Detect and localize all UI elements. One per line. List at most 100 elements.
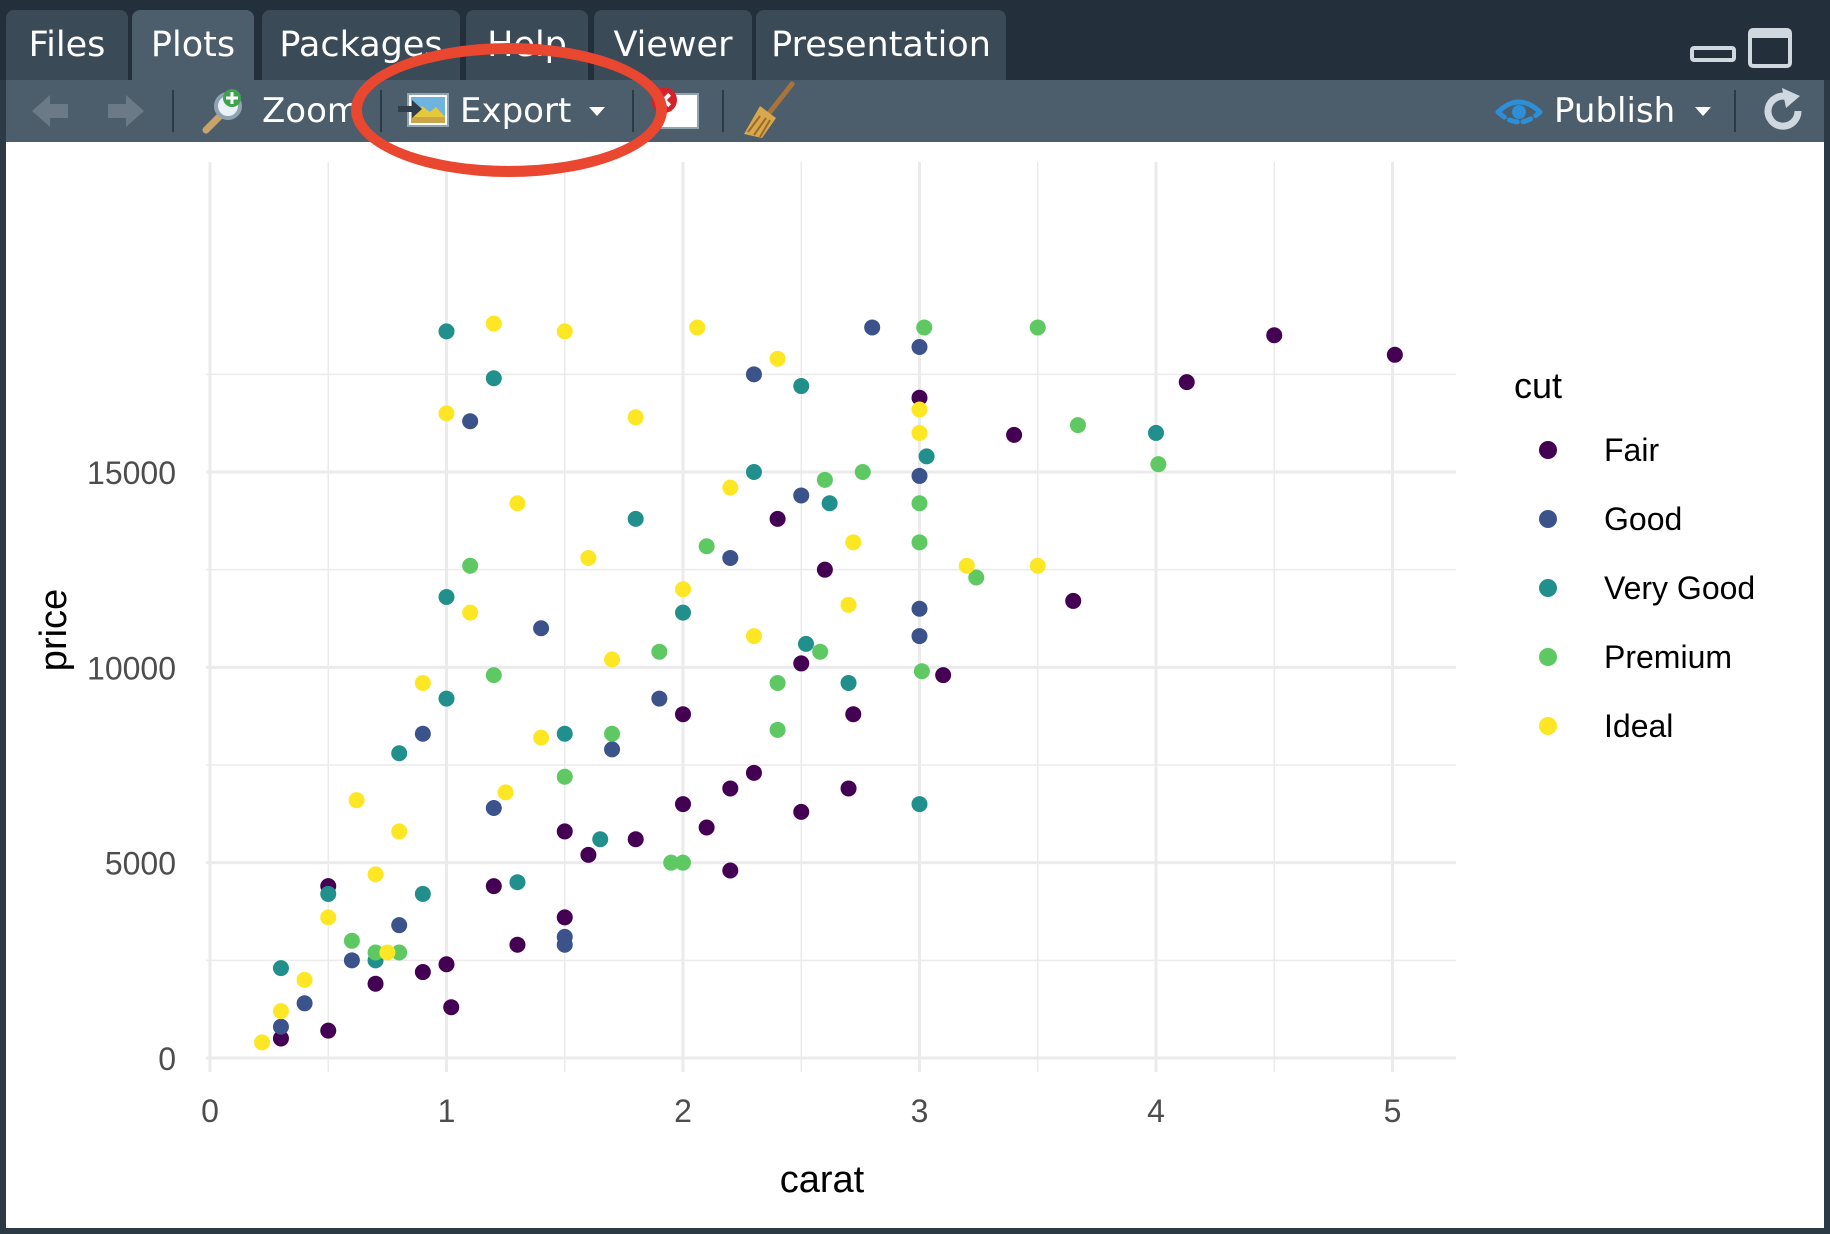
point-fair [793,803,810,820]
legend-label-good: Good [1604,501,1682,537]
point-ideal [1029,557,1046,574]
point-fair [698,819,715,836]
point-premium [911,534,928,551]
point-fair [722,862,739,879]
tab-help[interactable]: Help [466,10,588,80]
tab-label: Help [487,25,567,65]
legend-key-good [1539,510,1557,528]
point-ideal [689,319,706,336]
point-fair [1266,327,1283,344]
point-ideal [367,866,384,883]
point-very-good [675,604,691,621]
toolbar-separator [632,90,634,132]
point-good [556,936,573,953]
zoom-label: Zoom [262,91,361,131]
point-ideal [958,557,975,574]
point-ideal [254,1034,271,1051]
point-fair [556,909,573,926]
point-fair [675,796,691,813]
broom-clear-icon[interactable] [742,80,798,142]
plot-viewport: 0 5000 10000 15000 0 1 2 3 4 5 price carat cut F… [6,142,1824,1228]
y-tick-label: 0 [158,1041,176,1077]
point-very-good [438,323,455,340]
point-premium [1029,319,1046,336]
point-good [793,487,810,504]
point-ideal [272,1003,289,1020]
point-fair [438,956,455,973]
export-label: Export [460,91,572,131]
tab-presentation[interactable]: Presentation [756,10,1006,80]
point-fair [556,823,573,840]
point-fair [793,655,810,672]
point-fair [627,831,644,848]
point-premium [1150,456,1167,473]
point-ideal [911,401,928,418]
point-fair [1178,374,1195,391]
back-arrow-icon[interactable] [28,80,72,142]
refresh-icon[interactable] [1758,80,1808,142]
export-menu-button[interactable]: Export [396,80,616,142]
remove-plot-icon[interactable] [650,80,702,142]
point-good [414,725,431,742]
point-good [485,799,502,816]
point-very-good [592,831,609,848]
legend-key-ideal [1539,717,1557,735]
point-good [272,1018,289,1035]
y-tick-label: 5000 [105,846,176,882]
point-ideal [627,409,644,426]
chevron-down-icon [589,107,605,116]
tab-label: Viewer [613,25,733,65]
point-ideal [485,315,502,332]
point-good [533,620,550,637]
point-ideal [769,350,786,367]
point-fair [816,561,833,578]
toolbar-separator [172,90,174,132]
tab-viewer[interactable]: Viewer [594,10,752,80]
minimize-pane-icon[interactable] [1690,44,1736,64]
maximize-pane-icon[interactable] [1748,28,1792,68]
toolbar-separator [380,90,382,132]
toolbar-separator [1734,90,1736,132]
point-fair [272,1030,289,1047]
point-very-good [840,674,857,691]
toolbar-separator [722,90,724,132]
y-tick-label: 15000 [87,455,176,491]
point-very-good [1148,424,1164,441]
point-ideal [845,534,862,551]
point-good [864,319,881,336]
point-very-good [509,874,526,891]
zoom-button[interactable]: Zoom [192,80,362,142]
point-good [911,600,928,617]
plots-toolbar: Zoom Export Publish [6,80,1824,142]
chevron-down-icon [1695,107,1711,116]
legend-label-premium: Premium [1604,639,1732,675]
x-tick-label: 4 [1147,1093,1165,1129]
point-fair [840,780,857,797]
point-very-good [391,745,408,762]
point-good [651,690,668,707]
point-very-good [485,370,502,387]
point-premium [769,674,786,691]
point-ideal [580,549,597,566]
x-tick-label: 3 [911,1093,929,1129]
point-good [296,995,313,1012]
point-premium [968,569,985,586]
forward-arrow-icon[interactable] [104,80,148,142]
tab-label: Presentation [771,25,991,65]
point-very-good [797,635,814,652]
point-premium [916,319,933,336]
point-fair [485,878,502,895]
point-ideal [391,823,408,840]
tab-label: Plots [150,25,236,65]
x-axis-label: carat [780,1159,865,1201]
point-premium [651,643,668,660]
point-ideal [462,604,479,621]
tab-packages[interactable]: Packages [262,10,460,80]
point-good [343,952,360,969]
point-premium [854,464,871,480]
tab-plots[interactable]: Plots [132,10,254,80]
point-good [391,917,408,934]
tab-files[interactable]: Files [6,10,128,80]
zoom-magnifier-icon [202,89,242,134]
publish-menu-button[interactable]: Publish [1486,80,1716,142]
